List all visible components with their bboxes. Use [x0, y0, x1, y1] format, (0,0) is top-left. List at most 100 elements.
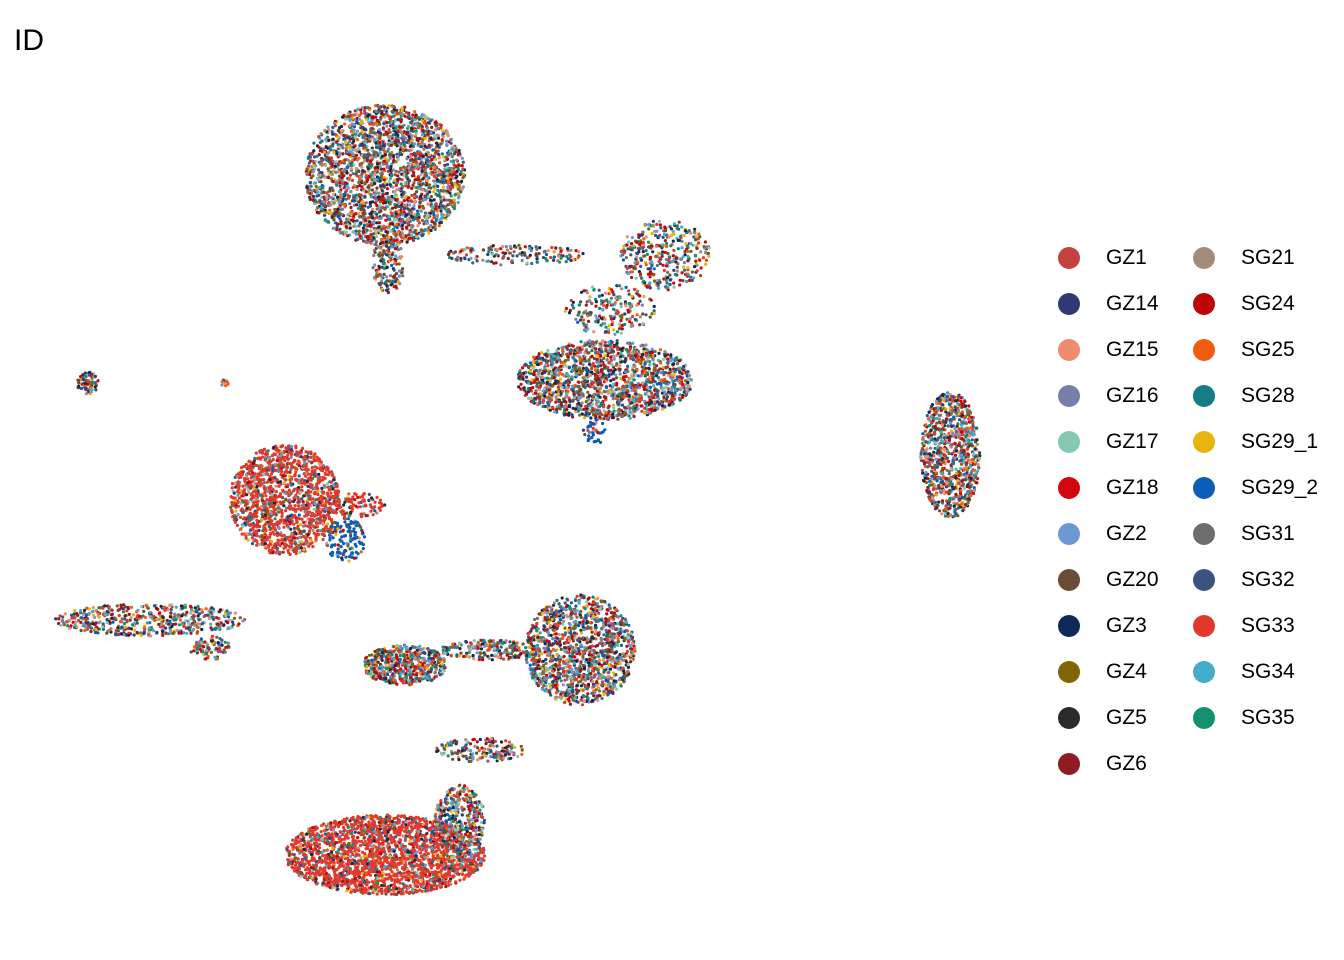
data-point [84, 374, 88, 378]
data-point [407, 114, 411, 118]
data-point [622, 388, 626, 392]
data-point [496, 247, 500, 252]
data-point [423, 211, 428, 215]
data-point [681, 383, 685, 387]
data-point [340, 231, 344, 235]
data-point [537, 375, 541, 379]
data-point [612, 403, 616, 407]
data-point [431, 225, 435, 229]
data-point [567, 413, 571, 417]
data-point [578, 358, 582, 362]
data-point [630, 294, 634, 298]
data-point [381, 126, 385, 130]
data-point [571, 389, 575, 393]
data-point [368, 122, 372, 126]
data-point [334, 140, 338, 144]
data-point [349, 190, 353, 194]
data-point [348, 202, 352, 206]
data-point [594, 304, 598, 308]
data-point [667, 255, 672, 259]
data-point [552, 250, 556, 254]
data-point [655, 222, 659, 226]
data-point [541, 375, 545, 379]
data-point [378, 135, 382, 139]
data-point [329, 203, 333, 207]
data-point [409, 155, 413, 159]
data-point [619, 319, 623, 323]
data-point [450, 256, 454, 260]
data-point [546, 249, 550, 253]
data-point [593, 368, 598, 372]
data-point [543, 358, 547, 362]
data-point [410, 226, 414, 230]
data-point [673, 382, 677, 387]
data-point [391, 133, 395, 137]
data-point [346, 234, 350, 238]
data-point [651, 404, 655, 408]
data-point [558, 377, 562, 381]
data-point [311, 198, 315, 202]
data-point [389, 283, 393, 287]
data-point [79, 386, 84, 391]
data-point [525, 392, 529, 396]
data-point [592, 288, 596, 292]
data-point [390, 109, 394, 114]
data-point [612, 409, 616, 413]
data-point [359, 175, 363, 179]
data-point [650, 231, 654, 236]
data-point [601, 399, 605, 404]
data-point [389, 165, 393, 169]
data-point [625, 235, 629, 239]
data-point [377, 195, 381, 199]
data-point [632, 387, 636, 392]
data-point [674, 256, 679, 260]
data-point [377, 221, 381, 225]
data-point [506, 256, 510, 261]
data-point [704, 262, 708, 266]
data-point [378, 251, 382, 255]
data-point [590, 349, 594, 353]
data-point [553, 381, 557, 385]
data-point [658, 280, 662, 284]
data-point [695, 246, 699, 250]
data-point [387, 250, 391, 254]
data-point [430, 125, 434, 129]
data-point [661, 263, 665, 267]
data-point [387, 104, 391, 108]
data-point [390, 174, 394, 178]
data-point [449, 149, 453, 153]
data-point [631, 246, 635, 250]
data-point [635, 398, 639, 402]
data-point [388, 202, 392, 206]
data-point [438, 221, 442, 225]
data-point [438, 123, 442, 127]
data-point [429, 164, 433, 168]
data-point [650, 244, 654, 248]
data-point [624, 358, 628, 362]
data-point [423, 167, 427, 171]
data-point [439, 200, 443, 204]
data-point [630, 270, 635, 274]
data-point [319, 206, 323, 210]
data-point [404, 213, 408, 217]
data-point [523, 253, 527, 257]
data-point [603, 365, 607, 369]
data-point [517, 385, 521, 389]
data-point [649, 400, 654, 404]
data-point [337, 201, 341, 205]
data-point [591, 345, 596, 349]
data-point [630, 381, 634, 385]
data-point [624, 285, 628, 289]
data-point [439, 142, 443, 146]
data-point [522, 371, 526, 375]
data-point [358, 183, 362, 188]
data-point [618, 372, 622, 376]
data-point [393, 239, 397, 243]
data-point [591, 402, 595, 406]
data-point [402, 135, 406, 139]
data-point [543, 404, 547, 408]
data-point [635, 251, 639, 255]
data-point [420, 133, 425, 137]
data-point [399, 211, 403, 215]
data-point [653, 366, 657, 370]
